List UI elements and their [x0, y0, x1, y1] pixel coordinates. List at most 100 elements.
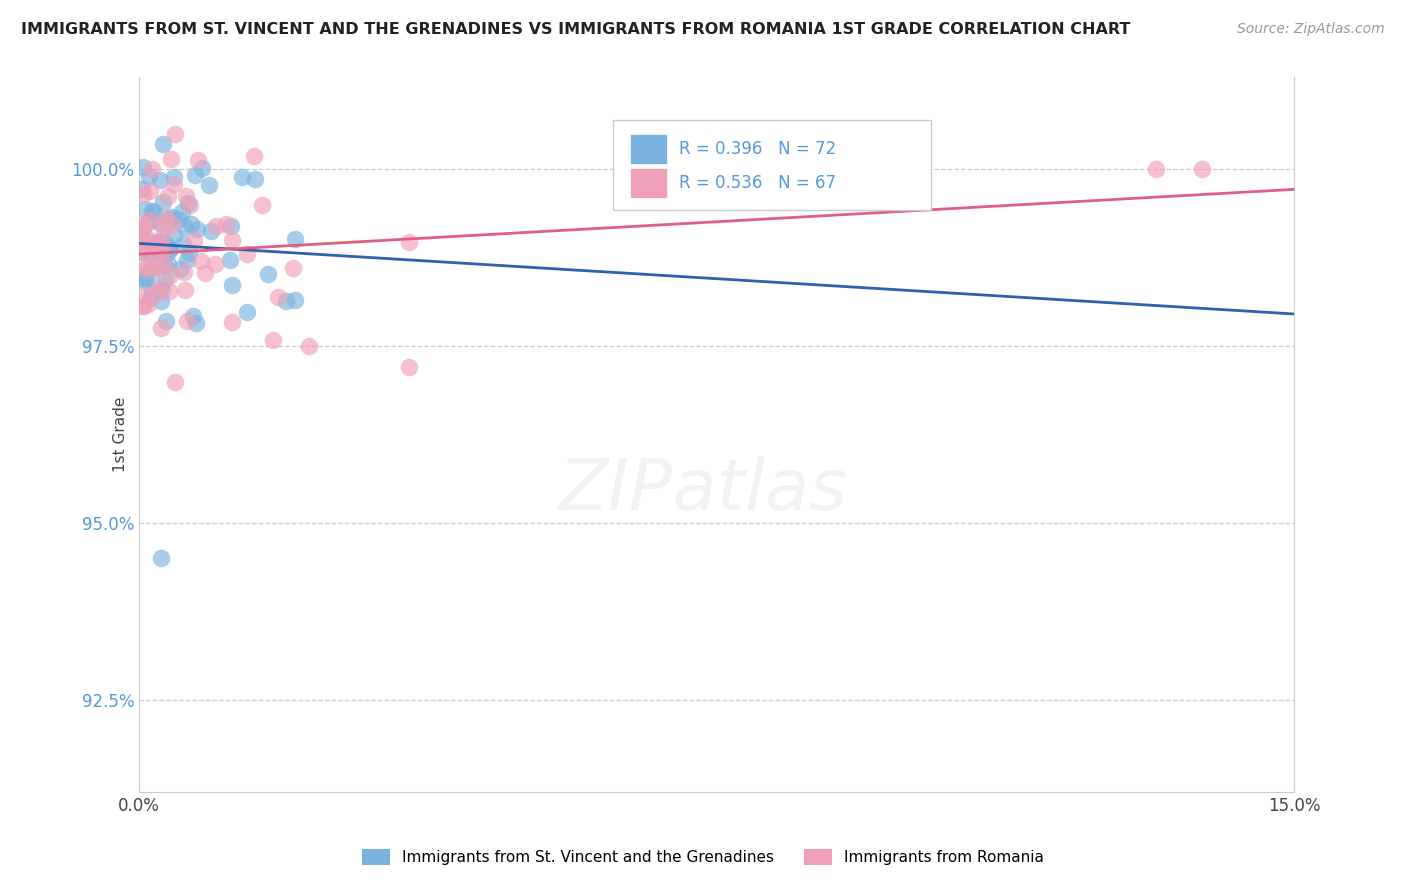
Point [1144, 162, 1167, 177]
Point [160, 218, 183, 232]
Point [170, 205, 193, 219]
Point [173, 265, 195, 279]
Text: Source: ZipAtlas.com: Source: ZipAtlas.com [1237, 22, 1385, 37]
Point [221, 277, 243, 292]
Point [136, 296, 159, 310]
Point [152, 218, 174, 232]
Point [134, 202, 156, 216]
Point [284, 232, 307, 246]
Point [187, 153, 209, 168]
Point [132, 239, 155, 253]
Point [174, 189, 197, 203]
Point [231, 169, 253, 184]
Point [132, 230, 155, 244]
Point [181, 309, 204, 323]
Point [153, 256, 176, 270]
Point [129, 245, 152, 260]
Legend: Immigrants from St. Vincent and the Grenadines, Immigrants from Romania: Immigrants from St. Vincent and the Gren… [356, 843, 1050, 871]
Point [150, 234, 173, 248]
Point [221, 233, 243, 247]
Point [176, 252, 198, 267]
Point [131, 182, 153, 196]
Point [163, 375, 186, 389]
Point [163, 127, 186, 141]
Point [149, 172, 172, 186]
Point [141, 284, 163, 298]
Point [186, 222, 208, 236]
Point [179, 198, 201, 212]
Point [132, 299, 155, 313]
Point [267, 290, 290, 304]
Point [145, 260, 167, 274]
Point [219, 253, 242, 268]
Point [284, 293, 307, 307]
Point [156, 241, 179, 255]
Point [194, 266, 217, 280]
Point [149, 237, 172, 252]
FancyBboxPatch shape [613, 120, 931, 210]
Point [132, 236, 155, 251]
Point [150, 238, 173, 252]
Point [134, 262, 156, 277]
Point [1191, 162, 1213, 177]
Point [142, 204, 165, 219]
Text: ZIPatlas: ZIPatlas [558, 456, 848, 525]
Point [141, 204, 163, 219]
Point [138, 169, 160, 184]
Point [166, 212, 188, 227]
Point [134, 273, 156, 287]
Point [141, 261, 163, 276]
FancyBboxPatch shape [630, 169, 666, 198]
Point [204, 257, 226, 271]
Point [274, 293, 297, 308]
Point [152, 137, 174, 152]
Point [132, 299, 155, 313]
Point [136, 215, 159, 229]
Point [252, 198, 274, 212]
Point [145, 285, 167, 300]
Point [129, 227, 152, 241]
Point [150, 230, 173, 244]
Point [157, 211, 180, 226]
Point [215, 218, 238, 232]
Point [156, 188, 179, 202]
Point [297, 339, 319, 353]
Point [131, 270, 153, 285]
Point [163, 228, 186, 243]
Point [221, 219, 243, 233]
Point [180, 217, 202, 231]
Point [184, 168, 207, 182]
Point [160, 152, 183, 166]
Point [236, 247, 259, 261]
Point [135, 229, 157, 244]
Y-axis label: 1st Grade: 1st Grade [112, 397, 128, 472]
Point [398, 235, 420, 249]
Point [139, 249, 162, 263]
Point [169, 261, 191, 276]
Point [257, 267, 280, 281]
Point [152, 195, 174, 210]
Point [149, 280, 172, 294]
Point [132, 160, 155, 174]
Point [221, 315, 243, 329]
Point [150, 283, 173, 297]
Point [141, 161, 163, 176]
Point [132, 222, 155, 236]
Point [198, 178, 221, 192]
Point [155, 211, 177, 225]
Point [143, 260, 166, 275]
Point [176, 313, 198, 327]
Point [156, 245, 179, 260]
Point [205, 219, 228, 233]
Point [160, 210, 183, 224]
Point [191, 161, 214, 175]
Point [184, 316, 207, 330]
Point [139, 184, 162, 198]
Point [153, 258, 176, 272]
Point [398, 360, 420, 375]
Point [163, 177, 186, 191]
Point [134, 288, 156, 302]
Point [157, 284, 180, 298]
Point [243, 172, 266, 186]
Point [172, 237, 194, 252]
